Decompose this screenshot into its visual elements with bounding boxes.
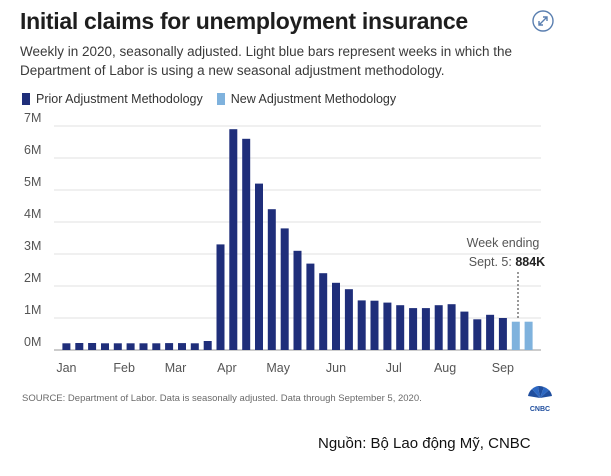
bar <box>280 228 289 350</box>
legend-swatch-prior <box>22 93 30 105</box>
bar <box>434 305 443 350</box>
legend-item-new: New Adjustment Methodology <box>216 92 397 106</box>
x-tick-label: Mar <box>165 361 187 375</box>
x-tick-label: Feb <box>113 361 135 375</box>
cnbc-logo-text: CNBC <box>530 406 550 413</box>
bar <box>460 311 469 350</box>
bar <box>255 183 263 350</box>
bar <box>88 343 97 350</box>
legend-item-prior: Prior Adjustment Methodology <box>22 92 203 106</box>
y-tick-label: 1M <box>24 303 41 317</box>
cnbc-logo: CNBC <box>528 385 552 413</box>
chart-title: Initial claims for unemployment insuranc… <box>20 8 468 34</box>
bar <box>267 209 276 350</box>
y-tick-label: 7M <box>24 111 41 125</box>
x-tick-label: May <box>266 361 290 375</box>
bar <box>203 341 212 350</box>
y-tick-label: 0M <box>24 335 41 349</box>
annotation-line1: Week ending <box>467 236 540 250</box>
source-note: SOURCE: Department of Labor. Data is sea… <box>22 393 422 404</box>
y-axis-tick-labels: 0M 1M 2M 3M 4M 5M 6M 7M <box>24 111 41 349</box>
chart-legend: Prior Adjustment Methodology New Adjustm… <box>22 92 410 106</box>
x-tick-label: Apr <box>217 361 236 375</box>
bar <box>409 308 418 350</box>
legend-swatch-new <box>216 93 225 105</box>
bars <box>62 129 533 350</box>
bar <box>357 300 366 350</box>
bar <box>383 302 392 350</box>
bar <box>139 343 148 350</box>
bar-chart: 0M 1M 2M 3M 4M 5M 6M 7M Jan Feb Mar Apr May Jun Jul Au… <box>24 111 545 375</box>
bar <box>190 343 199 350</box>
bar <box>152 343 161 350</box>
bar <box>332 282 340 350</box>
x-axis-tick-labels: Jan Feb Mar Apr May Jun Jul Aug Sep <box>56 361 514 375</box>
x-tick-label: Jun <box>326 361 346 375</box>
bar <box>178 343 186 350</box>
y-tick-label: 2M <box>24 271 41 285</box>
annotation-prefix: Sept. 5: <box>469 255 516 269</box>
bar <box>229 129 238 350</box>
bar <box>126 343 135 350</box>
bar <box>62 343 71 350</box>
legend-label-new: New Adjustment Methodology <box>230 92 397 106</box>
bar <box>486 314 495 350</box>
bar <box>524 321 533 350</box>
bar <box>319 273 328 350</box>
y-tick-label: 4M <box>24 207 41 221</box>
bar <box>447 304 456 350</box>
y-tick-label: 3M <box>24 239 41 253</box>
bar <box>344 289 353 350</box>
bar <box>216 244 225 350</box>
bar <box>370 300 379 350</box>
bar <box>498 318 507 350</box>
bar <box>75 343 84 350</box>
annotation-line2: Sept. 5: 884K <box>469 255 545 269</box>
y-tick-label: 5M <box>24 175 41 189</box>
bar <box>421 308 430 350</box>
x-tick-label: Sep <box>492 361 514 375</box>
expand-icon[interactable] <box>532 10 554 32</box>
chart-subtitle: Weekly in 2020, seasonally adjusted. Lig… <box>20 44 513 78</box>
annotation: Week ending Sept. 5: 884K <box>467 236 545 318</box>
y-tick-label: 6M <box>24 143 41 157</box>
bar <box>306 263 315 350</box>
frame-edge <box>586 0 611 476</box>
bar <box>242 138 251 350</box>
bar <box>396 305 405 350</box>
x-tick-label: Aug <box>434 361 456 375</box>
grid-lines <box>54 125 541 351</box>
annotation-value: 884K <box>515 255 545 269</box>
bar <box>165 343 174 350</box>
bar <box>101 343 109 350</box>
bar <box>511 321 520 350</box>
bar <box>473 319 482 350</box>
bar <box>113 343 122 350</box>
x-tick-label: Jul <box>386 361 402 375</box>
legend-label-prior: Prior Adjustment Methodology <box>36 92 203 106</box>
credit-line: Nguồn: Bộ Lao động Mỹ, CNBC <box>318 435 531 452</box>
x-tick-label: Jan <box>56 361 76 375</box>
bar <box>293 250 302 350</box>
